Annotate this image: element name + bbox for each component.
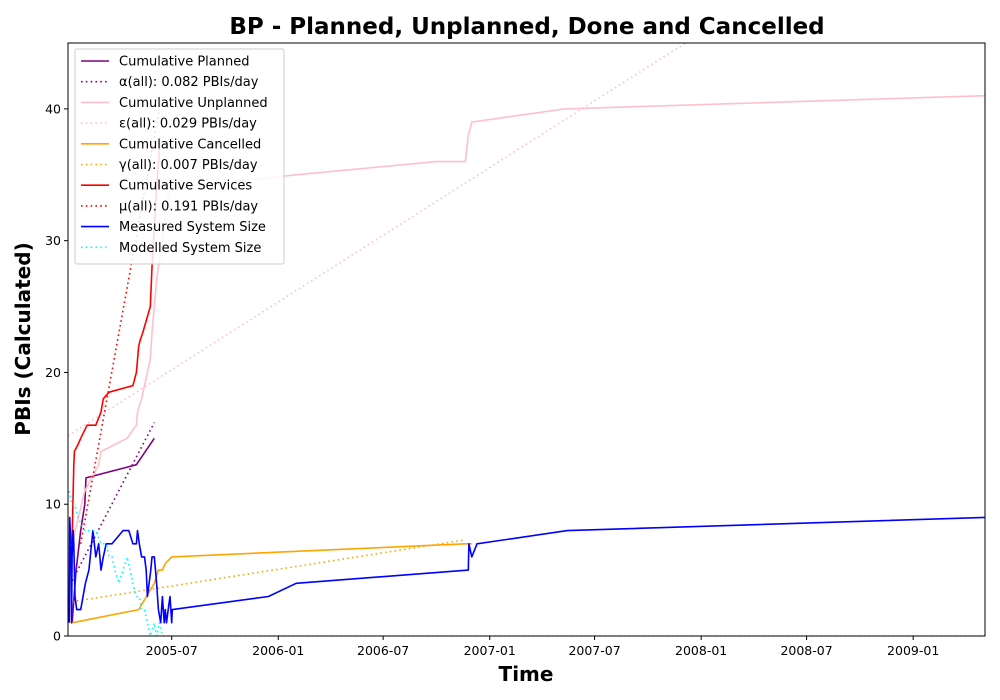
series-line-4 (68, 43, 686, 437)
series-line-8 (79, 108, 161, 544)
series-line-10 (68, 490, 985, 636)
legend-label-6: γ(all): 0.007 PBIs/day (119, 158, 258, 173)
legend-label-1: Cumulative Planned (119, 55, 249, 70)
legend-box (74, 48, 285, 265)
y-axis-ticks: 0 10 20 30 40 (45, 101, 68, 644)
legend-label-4: ε(all): 0.029 PBIs/day (119, 117, 257, 132)
series-line-7 (71, 148, 161, 544)
series-line-3 (71, 94, 985, 544)
x-tick-label-2008-07: 2008-07 (780, 643, 832, 658)
axes-frame (67, 42, 986, 637)
y-tick-label-0: 0 (53, 629, 61, 644)
x-tick-label-2009-01: 2009-01 (887, 643, 939, 658)
series-line-6 (71, 539, 466, 603)
legend-label-9: Measured System Size (119, 220, 266, 235)
y-tick-label-40: 40 (45, 101, 61, 116)
legend-label-8: μ(all): 0.191 PBIs/day (119, 199, 258, 214)
legend-label-5: Cumulative Cancelled (119, 137, 261, 152)
x-tick-label-2005-07: 2005-07 (146, 643, 198, 658)
x-tick-label-2006-07: 2006-07 (357, 643, 409, 658)
series-line-5 (71, 542, 472, 624)
plot-series (68, 43, 985, 636)
x-tick-label-2007-07: 2007-07 (568, 643, 620, 658)
y-tick-label-10: 10 (45, 497, 61, 512)
series-line-2 (71, 422, 156, 582)
series-line-1 (71, 437, 155, 623)
x-axis-label: Time (499, 662, 554, 686)
y-axis-label: PBIs (Calculated) (11, 242, 35, 435)
legend: Cumulative Planned α(all): 0.082 PBIs/day… (74, 48, 285, 265)
legend-label-3: Cumulative Unplanned (119, 96, 268, 111)
y-tick-label-30: 30 (45, 233, 61, 248)
legend-label-10: Modelled System Size (119, 241, 261, 256)
y-tick-label-20: 20 (45, 365, 61, 380)
x-tick-label-2007-01: 2007-01 (464, 643, 516, 658)
chart-title: BP - Planned, Unplanned, Done and Cancel… (229, 14, 824, 40)
legend-label-7: Cumulative Services (119, 179, 252, 194)
x-axis-ticks: 2005-07 2006-01 2006-07 2007-01 2007-07 2008-… (146, 636, 939, 658)
series-line-9 (68, 516, 985, 624)
x-tick-label-2006-01: 2006-01 (252, 643, 304, 658)
legend-label-2: α(all): 0.082 PBIs/day (119, 75, 259, 90)
x-tick-label-2008-01: 2008-01 (675, 643, 727, 658)
